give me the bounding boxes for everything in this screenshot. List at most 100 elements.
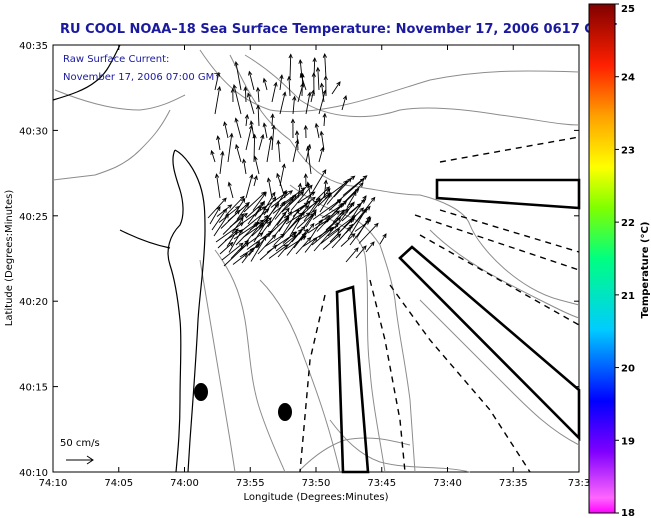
current-vector <box>260 220 272 235</box>
current-vector <box>288 53 293 79</box>
current-vector <box>319 82 325 103</box>
contour-line <box>329 419 471 473</box>
radar-box-east <box>435 178 581 210</box>
x-tick-label: 74:00 <box>170 478 199 489</box>
current-vector <box>237 232 264 252</box>
y-tick-label: 40:20 <box>19 297 48 308</box>
current-vector <box>347 207 368 240</box>
current-vector <box>226 229 238 247</box>
colorbar-ticks: 25 24 23 22 21 20 19 18 <box>615 3 635 518</box>
current-vector <box>231 216 244 234</box>
x-tick-label: 73:3 <box>568 478 590 489</box>
current-vector <box>333 177 352 198</box>
current-vector <box>219 150 225 175</box>
current-vector <box>234 117 242 139</box>
sector-line <box>414 214 580 271</box>
current-vector <box>273 217 301 246</box>
x-tick-label: 73:35 <box>499 478 528 489</box>
current-vector <box>323 75 328 97</box>
current-vector <box>303 124 308 139</box>
current-vector <box>304 236 318 253</box>
current-vector <box>243 86 248 103</box>
sector-line <box>439 136 580 163</box>
current-vector <box>279 74 284 91</box>
contour-line <box>52 109 171 181</box>
current-vector <box>225 195 245 216</box>
current-vector <box>315 66 321 91</box>
current-vector <box>331 81 341 95</box>
scale-arrow <box>66 455 94 465</box>
current-vector <box>270 190 293 208</box>
current-vector <box>346 191 357 208</box>
current-vector <box>358 222 379 244</box>
colorbar-tick-label: 19 <box>621 436 635 447</box>
current-vector <box>349 216 372 246</box>
current-vector <box>263 196 277 216</box>
marker-oval <box>194 383 208 401</box>
current-vector <box>276 139 281 163</box>
contour-line <box>199 259 236 473</box>
x-tick-label: 74:05 <box>104 478 133 489</box>
current-vector <box>211 207 228 231</box>
colorbar-tick-label: 24 <box>621 73 635 84</box>
current-vector <box>270 113 275 127</box>
current-vector <box>213 213 229 237</box>
current-label-line2: November 17, 2006 07:00 GMT <box>63 72 221 83</box>
current-vector <box>240 208 270 232</box>
current-vector <box>319 130 325 151</box>
current-vector <box>257 234 277 255</box>
coastline-inlet <box>119 229 171 249</box>
current-vector <box>279 91 287 115</box>
current-vector <box>214 173 221 199</box>
contour-line <box>54 89 186 111</box>
current-vector <box>244 214 269 244</box>
current-vectors <box>207 53 387 267</box>
sector-line <box>419 234 580 326</box>
current-vector <box>223 121 229 139</box>
current-vector <box>251 217 273 237</box>
radar-sectors <box>299 136 580 473</box>
colorbar-tick-label: 25 <box>621 4 635 15</box>
current-vector <box>309 218 323 240</box>
x-axis-ticks: 74:10 74:05 74:00 73:55 73:50 73:45 73:40 73:35… <box>39 45 590 489</box>
coastline <box>52 44 206 473</box>
current-vector <box>280 208 300 238</box>
contour-line <box>229 54 580 306</box>
contour-line <box>199 49 580 113</box>
y-axis-ticks: 40:35 40:30 40:25 40:20 40:15 40:10 <box>19 41 579 479</box>
current-vector <box>214 71 221 91</box>
current-vector <box>232 252 249 265</box>
coastline-north <box>52 44 121 101</box>
current-vector <box>295 236 312 255</box>
colorbar-tick-label: 22 <box>621 218 635 229</box>
current-vector <box>320 228 341 244</box>
current-vector <box>326 179 348 205</box>
current-vector <box>252 191 267 211</box>
current-vector <box>241 247 255 264</box>
sector-line <box>389 284 531 473</box>
colorbar-tick-label: 23 <box>621 145 635 156</box>
current-vector <box>214 85 222 115</box>
current-vector <box>277 228 303 258</box>
current-vector <box>319 192 332 213</box>
current-vector <box>223 242 250 267</box>
current-vector <box>256 104 261 127</box>
current-vector <box>322 112 327 127</box>
contour-line <box>259 279 341 473</box>
current-vector <box>297 182 302 199</box>
current-vector <box>236 203 250 220</box>
current-vector <box>266 177 273 199</box>
current-vector <box>218 205 241 223</box>
current-vector <box>345 247 359 263</box>
current-vector <box>227 132 234 163</box>
y-tick-label: 40:15 <box>19 383 48 394</box>
current-vector <box>311 72 316 97</box>
y-tick-label: 40:10 <box>19 468 48 479</box>
scale-label: 50 cm/s <box>60 438 100 449</box>
current-vector <box>300 72 305 97</box>
current-vector <box>248 70 255 91</box>
current-vector <box>216 204 233 217</box>
current-vector <box>355 245 367 259</box>
current-vector <box>329 218 354 243</box>
